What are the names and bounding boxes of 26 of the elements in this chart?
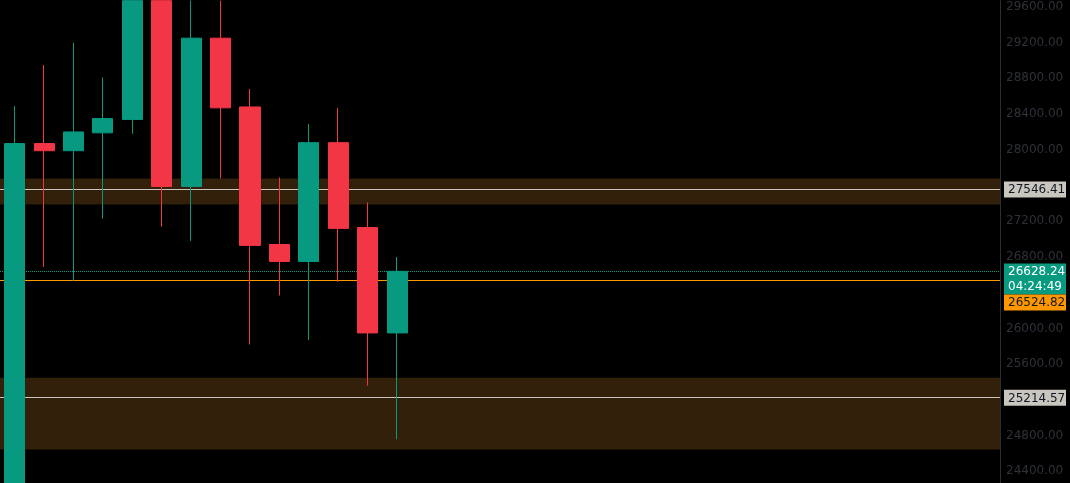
y-tick-label: 24400.00 <box>1006 463 1064 478</box>
candlestick <box>181 0 202 242</box>
candlestick <box>328 107 349 283</box>
candlestick <box>122 0 143 135</box>
ref-line-label: 25214.57 <box>1008 390 1066 405</box>
ref-line-label: 27546.41 <box>1008 182 1066 197</box>
y-tick-label: 25600.00 <box>1006 356 1064 371</box>
candlestick <box>151 0 172 228</box>
y-tick-label: 28400.00 <box>1006 106 1064 121</box>
y-tick-label: 28800.00 <box>1006 70 1064 85</box>
text: 04:24:49 <box>1008 279 1062 294</box>
candlestick <box>357 202 378 387</box>
candlestick <box>34 64 55 268</box>
ref-line-label: 26524.82 <box>1008 295 1066 310</box>
candlestick <box>92 76 113 220</box>
candlestick <box>269 177 290 296</box>
candlestick <box>239 88 261 346</box>
candlestick <box>210 0 231 179</box>
y-tick-label: 26800.00 <box>1006 249 1064 264</box>
y-tick-label: 29200.00 <box>1006 34 1064 49</box>
y-tick-label: 27200.00 <box>1006 213 1064 228</box>
y-tick-label: 26000.00 <box>1006 320 1064 335</box>
y-tick-label: 28000.00 <box>1006 141 1064 156</box>
y-tick-label: 29600.00 <box>1006 0 1064 13</box>
ref-line-label: 26628.24 <box>1008 264 1066 279</box>
y-tick-label: 24800.00 <box>1006 427 1064 442</box>
